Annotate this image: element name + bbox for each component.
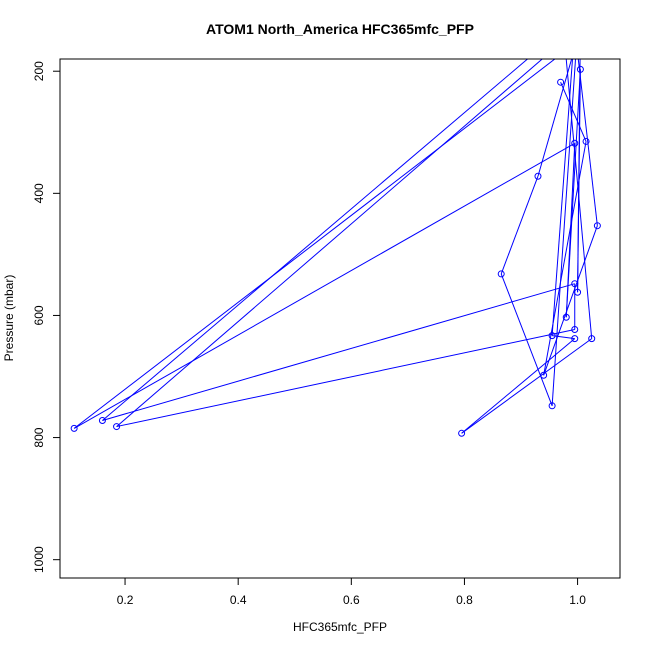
x-axis-label: HFC365mfc_PFP — [293, 620, 387, 634]
data-point — [548, 402, 556, 410]
series-segment — [565, 69, 581, 318]
data-point — [577, 25, 583, 31]
series-segment — [73, 59, 556, 429]
data-point — [458, 429, 466, 437]
x-tick-label: 1.0 — [569, 593, 586, 607]
series-segment — [552, 335, 575, 340]
data-point — [540, 371, 548, 379]
data-point — [572, 25, 578, 31]
chart-title: ATOM1 North_America HFC365mfc_PFP — [206, 21, 474, 37]
series-segment — [116, 59, 543, 427]
x-tick-label: 0.6 — [343, 593, 360, 607]
plot-frame — [59, 58, 621, 579]
series-segment — [116, 329, 575, 428]
series-segment — [500, 176, 539, 275]
data-point — [582, 137, 590, 145]
y-axis-label: Pressure (mbar) — [2, 275, 16, 362]
series-segment — [102, 59, 529, 421]
series-segment — [560, 82, 587, 142]
data-point — [575, 25, 581, 31]
data-point — [557, 78, 565, 86]
data-point — [113, 423, 121, 431]
data-point — [574, 288, 582, 296]
data-point — [562, 313, 570, 321]
data-point — [592, 25, 598, 31]
y-tick-label: 400 — [32, 183, 46, 203]
x-tick-label: 0.4 — [230, 593, 247, 607]
data-point — [593, 222, 601, 230]
y-tick-label: 1000 — [32, 546, 46, 573]
series-segment — [577, 59, 598, 226]
plot-area — [70, 25, 601, 437]
data-point — [534, 172, 542, 180]
y-axis: 200 400 600 800 1000 — [32, 61, 60, 573]
x-axis: 0.2 0.4 0.6 0.8 1.0 — [117, 578, 586, 607]
series-segment — [73, 142, 575, 429]
data-point — [548, 332, 556, 340]
series-segment — [461, 338, 576, 434]
series-segment — [102, 283, 575, 421]
data-point — [588, 335, 596, 343]
series-segment — [565, 59, 593, 339]
series-segment — [543, 225, 598, 376]
series-segment — [537, 59, 573, 177]
series-segment — [461, 338, 593, 434]
data-point — [497, 270, 505, 278]
data-point — [560, 25, 566, 31]
data-point — [571, 280, 579, 288]
data-point — [571, 139, 579, 147]
data-point — [571, 325, 579, 333]
y-tick-label: 200 — [32, 61, 46, 81]
series-segment — [551, 59, 574, 336]
data-point — [576, 65, 584, 73]
data-point — [70, 424, 78, 432]
data-point — [98, 416, 106, 424]
series-segment — [551, 59, 577, 406]
y-tick-label: 800 — [32, 427, 46, 447]
x-tick-label: 0.2 — [117, 593, 134, 607]
data-point — [571, 335, 579, 343]
series-segment — [543, 141, 587, 376]
y-tick-label: 600 — [32, 305, 46, 325]
x-tick-label: 0.8 — [456, 593, 473, 607]
